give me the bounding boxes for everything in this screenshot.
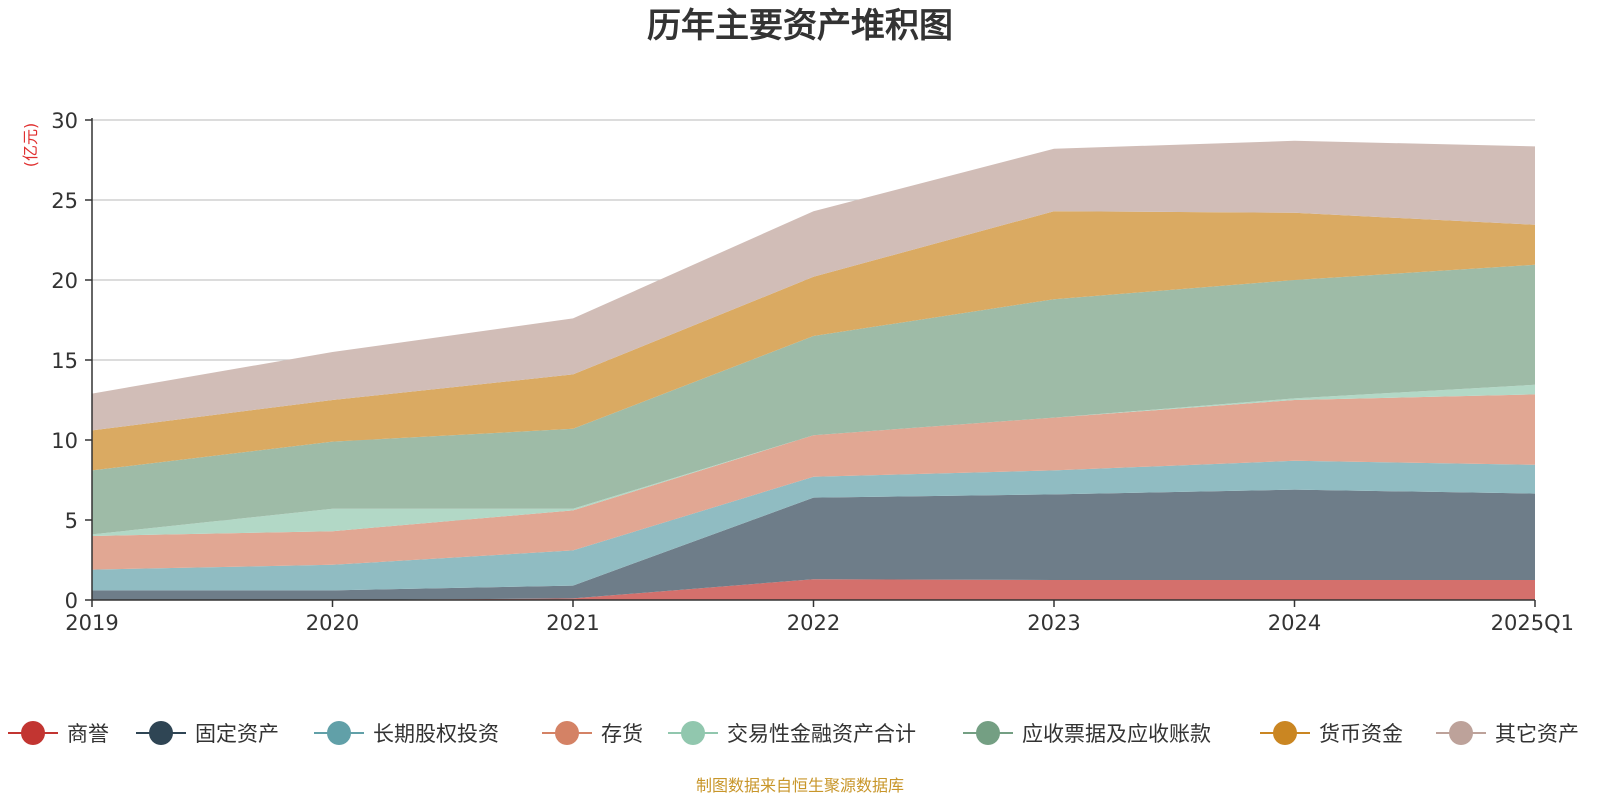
y-tick-label: 30 [51,109,78,133]
legend: 商誉 固定资产 长期股权投资 存货 交易性金融资产合计 应收票据及应收账款 货币资金 其它资产 [8,721,1579,746]
y-tick-label: 25 [51,189,78,213]
legend-label: 固定资产 [195,722,279,746]
legend-label: 存货 [601,722,643,746]
area-series-5 [92,384,1535,536]
legend-item-3[interactable]: 长期股权投资 [314,721,499,746]
x-tick-label: 2022 [787,611,840,635]
legend-marker [1273,721,1297,745]
legend-item-1[interactable]: 商誉 [8,721,109,746]
legend-label: 其它资产 [1495,722,1579,746]
area-series-7 [92,211,1535,471]
legend-item-4[interactable]: 存货 [542,721,643,746]
legend-item-2[interactable]: 固定资产 [136,721,279,746]
legend-item-6[interactable]: 应收票据及应收账款 [963,721,1211,746]
legend-item-5[interactable]: 交易性金融资产合计 [668,721,916,746]
y-tick-label: 20 [51,269,78,293]
area-series-2 [92,489,1535,600]
area-series-6 [92,264,1535,535]
x-tick-label: 2021 [546,611,599,635]
data-source-note: 制图数据来自恒生聚源数据库 [696,776,904,795]
chart-title: 历年主要资产堆积图 [647,6,953,46]
legend-item-7[interactable]: 货币资金 [1260,721,1403,746]
area-series-3 [92,460,1535,591]
legend-marker [149,721,173,745]
y-tick-label: 5 [65,509,78,533]
y-tick-label: 10 [51,429,78,453]
x-tick-label: 2020 [306,611,359,635]
legend-marker [681,721,705,745]
axes: 0 5 10 15 20 25 30 2019 2020 2021 2022 2023 2024 2025… [51,109,1574,635]
legend-label: 应收票据及应收账款 [1022,722,1211,746]
legend-label: 交易性金融资产合计 [727,722,916,746]
legend-marker [1449,721,1473,745]
y-axis-unit-label: (亿元) [21,123,40,168]
y-tick-label: 15 [51,349,78,373]
legend-label: 长期股权投资 [373,722,499,746]
area-series-1 [92,579,1535,600]
legend-marker [976,721,1000,745]
y-tick-label: 0 [65,589,78,613]
area-series [92,140,1535,600]
legend-marker [555,721,579,745]
legend-label: 货币资金 [1319,722,1403,746]
x-tick-label: 2025Q1 [1491,611,1574,635]
x-tick-label: 2019 [65,611,118,635]
legend-label: 商誉 [67,722,109,746]
area-series-8 [92,140,1535,431]
area-series-4 [92,394,1535,570]
x-tick-label: 2023 [1027,611,1080,635]
legend-marker [21,721,45,745]
legend-marker [327,721,351,745]
legend-item-8[interactable]: 其它资产 [1436,721,1579,746]
x-tick-label: 2024 [1268,611,1321,635]
